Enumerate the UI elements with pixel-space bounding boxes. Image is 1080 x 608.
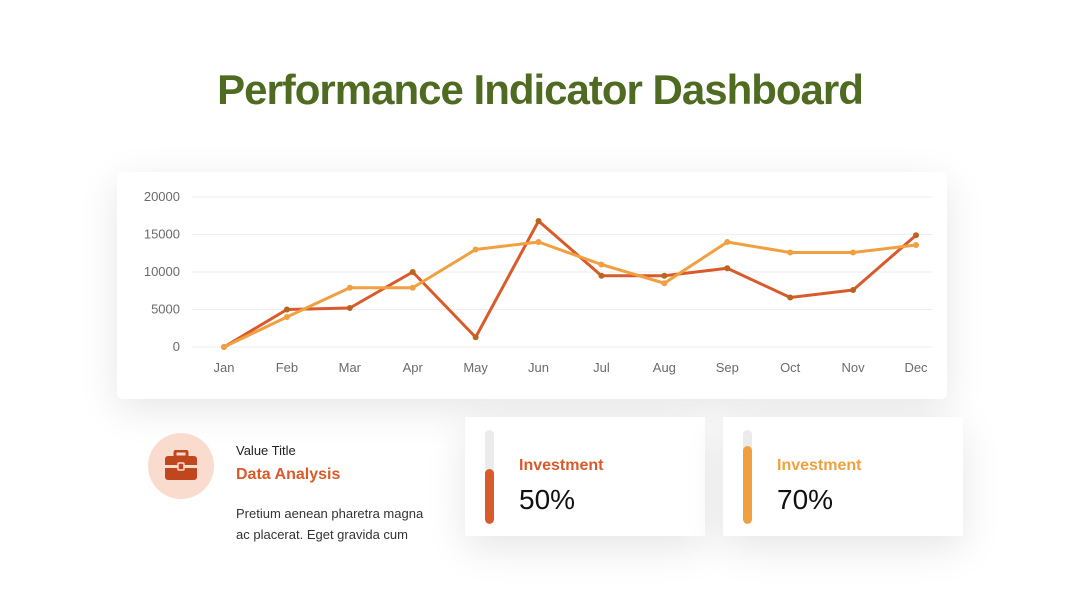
kpi-card-investment-70: Investment 70%	[723, 417, 963, 536]
x-tick-label: Oct	[780, 360, 801, 375]
series-line-1	[223, 219, 917, 349]
kpi-progress-track	[485, 430, 494, 524]
page-title: Performance Indicator Dashboard	[217, 66, 864, 113]
kpi-card-investment-50: Investment 50%	[465, 417, 705, 536]
data-point	[598, 261, 605, 268]
data-point	[346, 284, 353, 291]
data-point	[661, 280, 668, 287]
data-point	[346, 305, 353, 311]
data-point	[850, 249, 857, 256]
value-block: Value Title Data Analysis Pretium aenean…	[148, 433, 448, 553]
x-tick-label: Jun	[528, 360, 549, 375]
x-tick-label: May	[463, 360, 488, 375]
kpi-progress-fill	[743, 445, 752, 524]
x-tick-label: Sep	[716, 360, 739, 375]
data-point	[787, 294, 794, 301]
kpi-label: Investment	[777, 457, 862, 474]
kpi-progress-track	[743, 430, 752, 524]
x-tick-label: Dec	[904, 360, 928, 375]
kpi-value: 50%	[519, 484, 576, 515]
line-chart-card: 0 5000 10000 15000 20000 Jan Feb Mar Apr May Jun Ju…	[117, 172, 947, 399]
briefcase-icon	[165, 450, 197, 480]
data-point	[472, 334, 479, 341]
data-point	[535, 218, 542, 224]
x-tick-label: Nov	[842, 360, 866, 375]
value-title: Value Title	[236, 443, 296, 458]
data-point	[283, 306, 290, 313]
data-point	[409, 269, 416, 275]
value-subtitle: Data Analysis	[236, 466, 341, 483]
data-point	[598, 272, 605, 279]
x-tick-label: Feb	[276, 360, 298, 375]
y-tick-label: 10000	[144, 264, 180, 279]
y-tick-label: 5000	[151, 302, 180, 317]
x-tick-label: Aug	[653, 360, 676, 375]
data-point	[787, 249, 794, 256]
data-point	[724, 265, 731, 272]
x-tick-label: Mar	[339, 360, 362, 375]
data-point	[913, 232, 919, 239]
x-tick-label: Jan	[214, 360, 235, 375]
data-point	[661, 272, 668, 279]
x-tick-label: Jul	[593, 360, 610, 375]
y-tick-label: 20000	[144, 189, 180, 204]
data-point	[535, 239, 542, 245]
value-description: Pretium aenean pharetra magna ac placera…	[236, 506, 424, 542]
y-tick-label: 15000	[144, 227, 180, 242]
data-point	[724, 239, 731, 245]
data-point	[409, 284, 416, 291]
data-point	[472, 246, 479, 253]
data-point	[850, 287, 857, 293]
line-chart: 0 5000 10000 15000 20000 Jan Feb Mar Apr May Jun Ju…	[144, 189, 932, 375]
kpi-label: Investment	[519, 457, 604, 474]
kpi-value: 70%	[777, 484, 834, 515]
data-point	[221, 344, 227, 350]
icon-circle	[148, 433, 214, 499]
data-point	[913, 242, 919, 248]
data-point	[283, 314, 290, 320]
series-line-2	[223, 240, 917, 349]
y-tick-label: 0	[173, 339, 180, 354]
x-tick-label: Apr	[403, 360, 424, 375]
kpi-progress-fill	[485, 469, 494, 524]
